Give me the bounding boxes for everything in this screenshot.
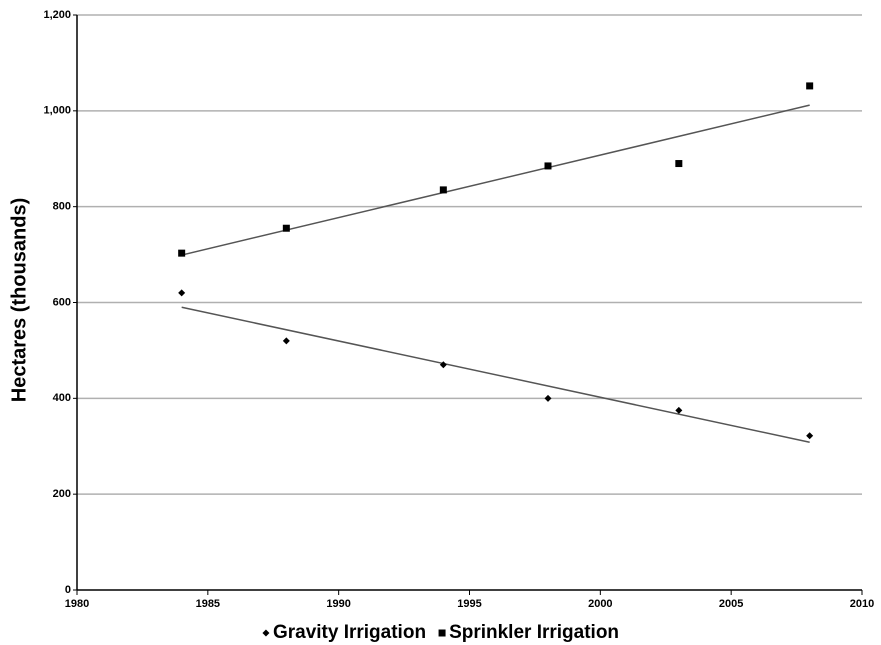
y-tick-label: 0	[65, 584, 71, 596]
y-tick-label: 1,000	[43, 105, 71, 117]
trendline	[181, 104, 810, 256]
point	[675, 160, 683, 168]
point	[178, 289, 186, 297]
y-tick-label: 400	[53, 392, 71, 404]
point	[282, 224, 290, 232]
legend-label: Gravity Irrigation	[273, 622, 426, 643]
x-tick-label: 1980	[65, 598, 89, 610]
legend-label: Sprinkler Irrigation	[449, 622, 619, 643]
y-tick-label: 200	[53, 488, 71, 500]
legend: Gravity Irrigation Sprinkler Irrigation	[262, 622, 619, 643]
x-tick-label: 1990	[326, 598, 350, 610]
y-tick-label: 600	[53, 296, 71, 308]
x-tick-label: 2010	[850, 598, 874, 610]
x-tick-label: 2000	[588, 598, 612, 610]
point	[282, 337, 290, 345]
y-tick-label: 1,200	[43, 9, 71, 21]
point	[544, 162, 552, 170]
trendline	[181, 306, 810, 443]
x-tick-label: 1995	[457, 598, 481, 610]
x-tick-label: 1985	[196, 598, 220, 610]
y-axis-label: Hectares (thousands)	[8, 198, 30, 403]
point	[439, 361, 447, 369]
point	[178, 249, 186, 257]
point	[439, 186, 447, 194]
point	[675, 406, 683, 414]
point	[544, 394, 552, 402]
y-tick-label: 800	[53, 201, 71, 213]
point	[806, 432, 814, 440]
legend-marker	[262, 629, 270, 637]
legend-marker	[438, 629, 446, 637]
point	[806, 82, 814, 90]
x-tick-label: 2005	[719, 598, 743, 610]
